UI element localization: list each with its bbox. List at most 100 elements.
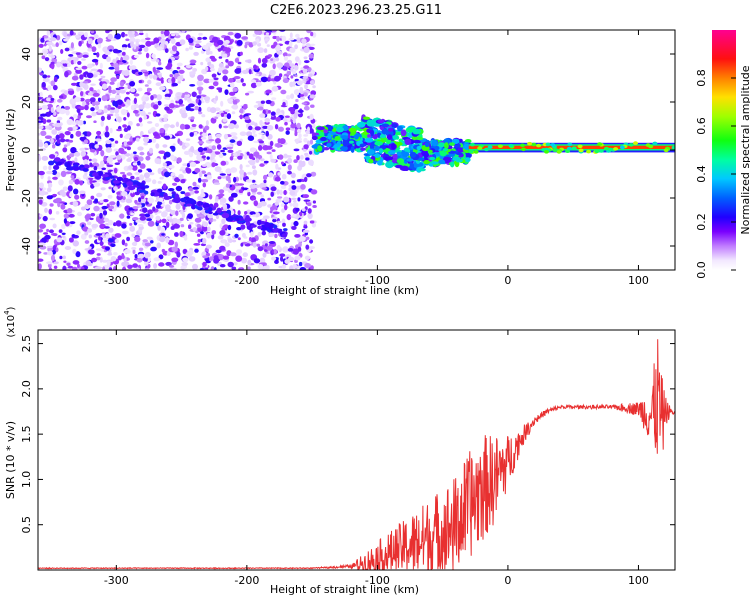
spectrogram-cell — [236, 227, 242, 231]
spectrogram-cell — [160, 30, 164, 35]
spectrogram-cell — [82, 81, 89, 84]
spectrogram-cell — [173, 223, 180, 229]
spectrogram-cell — [308, 53, 314, 59]
spectrogram-cell — [97, 97, 102, 103]
spectrogram-cell — [188, 151, 194, 158]
spectrogram-cell — [51, 57, 58, 64]
spectrogram-cell — [174, 133, 180, 137]
spectrogram-cell — [211, 230, 217, 235]
spectrogram-cell — [104, 226, 110, 229]
spectrogram-cell — [68, 179, 74, 185]
spectrogram-cell — [68, 89, 75, 96]
spectrogram-cell — [230, 252, 237, 257]
spectrogram-cell — [56, 138, 61, 144]
spectrogram-cell — [38, 199, 43, 205]
spectrogram-cell — [44, 142, 49, 148]
spectrogram-cell — [138, 80, 142, 84]
spectrogram-cell — [182, 146, 186, 150]
spectrogram-cell — [134, 199, 138, 204]
spectrogram-cell — [72, 166, 80, 171]
spectrogram-cell — [309, 43, 316, 46]
spectrogram-cell — [137, 254, 145, 258]
spectrogram-cell — [239, 164, 243, 170]
spectrogram-cell — [62, 186, 69, 192]
spectrogram-cell — [219, 264, 226, 268]
spectrogram-cell — [101, 78, 107, 82]
spectrogram-cell — [310, 90, 317, 96]
spectrogram-cell — [52, 223, 57, 229]
spectrogram-cell — [386, 134, 393, 141]
spectrogram-cell — [194, 190, 199, 194]
spectrogram-cell — [619, 145, 625, 150]
spectrogram-cell — [307, 212, 313, 220]
spectrogram-cell — [83, 159, 89, 165]
spectrogram-cell — [96, 130, 102, 136]
spectrogram-cell — [110, 77, 117, 82]
spectrogram-cell — [297, 197, 301, 202]
spectrogram-cell — [269, 140, 274, 147]
spectrogram-cell — [99, 212, 103, 219]
spectrogram-cell — [205, 66, 209, 72]
spectrogram-cell — [225, 65, 230, 69]
spectrogram-cell — [122, 266, 127, 270]
spectrogram-cell — [197, 239, 201, 243]
spectrogram-cell — [158, 197, 164, 202]
spectrogram-cell — [182, 257, 189, 263]
spectrogram-cell — [259, 119, 263, 126]
spectrogram-cell — [96, 192, 103, 198]
spectrogram-cell — [234, 32, 242, 39]
spectrogram-cell — [50, 254, 56, 262]
spectrogram-cell — [273, 248, 277, 255]
spectrogram-cell — [60, 203, 66, 210]
spectrogram-cell — [298, 236, 306, 242]
spectrogram-cell — [179, 39, 186, 45]
spectrogram-cell — [189, 62, 196, 66]
spectrogram-cell — [43, 232, 49, 235]
spectrogram-cell — [102, 238, 110, 243]
spectrogram-cell — [91, 58, 99, 63]
spectrogram-cell — [303, 199, 311, 202]
spectrogram-cell — [164, 48, 169, 53]
spectrogram-cell — [215, 95, 219, 101]
spectrogram-cell — [149, 172, 155, 176]
spectrogram-cell — [387, 156, 394, 161]
spectrogram-cell — [131, 65, 137, 70]
spectrogram-cell — [307, 208, 312, 214]
spectrogram-cell — [124, 86, 128, 91]
spectrogram-cell — [53, 165, 60, 170]
spectrogram-cell — [126, 112, 130, 118]
spectrogram-cell — [184, 95, 188, 101]
spectrogram-cell — [285, 115, 290, 118]
spectrogram-cell — [288, 37, 295, 41]
spectrogram-cell — [50, 80, 56, 87]
spectrogram-cell — [232, 87, 238, 92]
spectrogram-cell — [113, 252, 118, 256]
spectrogram-cell — [263, 215, 270, 219]
spectrogram-cell — [348, 127, 357, 133]
spectrogram-cell — [155, 215, 161, 221]
spectrogram-cell — [103, 108, 108, 114]
spectrogram-cell — [109, 49, 113, 52]
spectrogram-cell — [415, 136, 424, 141]
spectrogram-cell — [110, 243, 116, 248]
spectrogram-cell — [240, 257, 248, 264]
spectrogram-cell — [248, 159, 256, 166]
spectrogram-cell — [188, 187, 194, 192]
spectrogram-cell — [70, 60, 75, 65]
spectrogram-cell — [233, 176, 237, 183]
spectrogram-cell — [47, 85, 52, 91]
spectrogram-cell — [40, 130, 47, 136]
spectrogram-cell — [46, 195, 53, 200]
spectrogram-cell — [162, 183, 167, 190]
spectrogram-cell — [136, 182, 145, 187]
spectrogram-cell — [173, 198, 181, 204]
spectrogram-cell — [198, 111, 203, 115]
spectrogram-cell — [408, 162, 414, 169]
spectrogram-cell — [44, 135, 52, 139]
spectrogram-cell — [39, 190, 46, 196]
spectrogram-cell — [47, 250, 53, 256]
spectrogram-cell — [60, 49, 64, 54]
spectrogram-cell — [163, 30, 170, 37]
spectrogram-cell — [106, 166, 110, 170]
